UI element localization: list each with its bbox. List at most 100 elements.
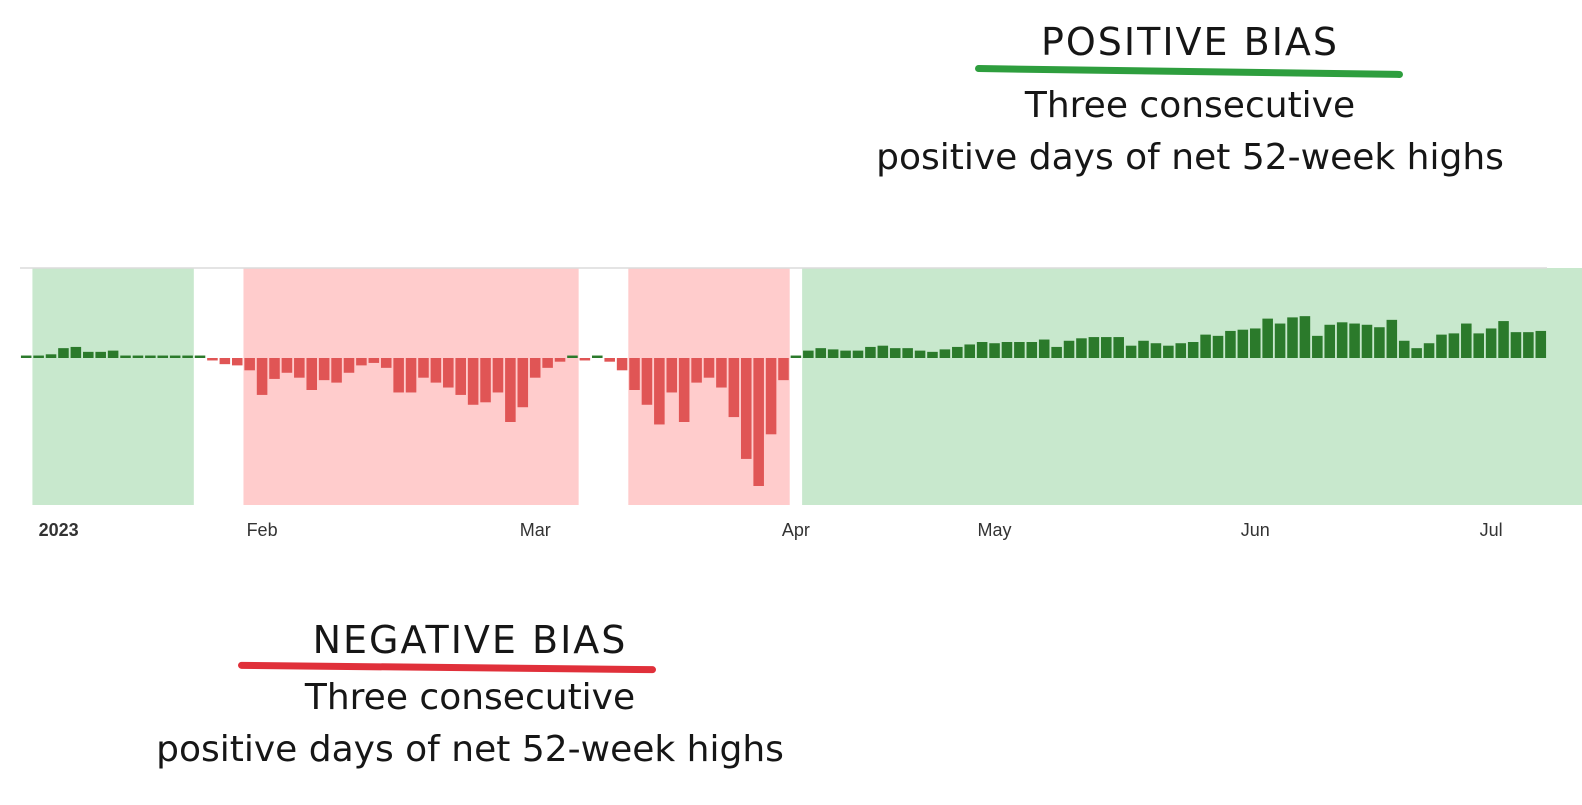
bar [1324,324,1336,358]
x-tick-label: Feb [247,520,278,540]
bar [889,348,901,358]
bar [231,358,243,366]
bar [380,358,392,368]
bar [1374,327,1385,358]
bar [1473,333,1484,358]
bar [1187,342,1199,358]
bar [331,358,342,383]
bar [455,358,466,395]
bar [1386,319,1398,358]
bar [1498,321,1509,358]
bar [964,344,975,358]
bar [70,346,82,358]
bar [20,355,32,358]
bar [1523,332,1534,358]
bar [1101,337,1112,358]
bar [318,358,330,381]
bar [1312,335,1323,358]
bias-chart: 2023 Feb Mar Apr May Jun Jul [20,267,1582,540]
bar [840,350,851,358]
bar [1138,340,1149,358]
bar [865,346,876,358]
x-axis-ticks: 2023 Feb Mar Apr May Jun Jul [39,520,1503,540]
negative-bias-annotation: NEGATIVE BIAS Three consecutive positive… [100,616,840,776]
bar [1485,328,1497,358]
bar [728,358,740,418]
bar [989,343,1000,358]
bar [281,358,293,373]
bar [678,358,690,422]
bar [641,358,653,405]
positive-bias-region [32,268,194,505]
bar [778,358,789,381]
bar [803,350,814,358]
bar [492,358,504,393]
bar [753,358,764,486]
positive-bias-annotation: POSITIVE BIAS Three consecutive positive… [820,18,1560,184]
bars [20,316,1547,486]
bar [529,358,541,378]
bar [356,358,367,366]
bar [902,348,913,358]
bar [405,358,417,393]
bar [914,350,926,358]
bar [207,358,218,361]
positive-bias-line-1: Three consecutive [1024,85,1356,126]
negative-bias-line-1: Three consecutive [304,677,636,718]
bar [716,358,727,388]
bar [269,358,280,379]
bar [343,358,355,373]
bar [1274,323,1286,358]
bar [1262,318,1273,358]
bar [1212,335,1224,358]
bar [1014,342,1025,358]
bar [33,355,44,358]
bar [1249,328,1261,358]
bar [604,358,615,362]
bar [1051,346,1062,358]
negative-bias-line-2: positive days of net 52-week highs [156,729,784,770]
bar [1026,342,1038,358]
bar [1001,342,1013,358]
bar [765,358,777,435]
bar [83,351,94,358]
bar [927,351,938,358]
bar [517,358,529,408]
bar [467,358,479,405]
bar [815,348,827,358]
bar [1423,343,1435,358]
bar [1510,332,1522,358]
bar [306,358,318,390]
bar [368,358,380,363]
negative-bias-region [628,268,790,505]
bar [1163,345,1174,358]
bar [1349,323,1360,358]
x-tick-label: 2023 [39,520,79,540]
bar [654,358,665,425]
bar [1436,334,1447,358]
bar [579,358,591,361]
bar [1200,334,1211,358]
bar [1398,340,1410,358]
negative-bias-heading: NEGATIVE BIAS [312,618,628,662]
bar [827,349,839,358]
bar [740,358,752,459]
bar [256,358,268,395]
bar [58,348,69,358]
bar [145,355,156,358]
bar [790,355,802,358]
bar [1038,339,1050,358]
positive-bias-heading: POSITIVE BIAS [1040,20,1340,64]
bar [132,355,144,358]
bar [939,349,951,358]
bar [1225,330,1236,358]
bar [107,350,119,358]
bar [505,358,516,422]
bar [629,358,640,390]
x-tick-label: May [978,520,1012,540]
bar [443,358,454,388]
bar [1299,316,1311,358]
x-tick-label: Mar [520,520,551,540]
bar [554,358,566,362]
x-tick-label: Apr [782,520,810,540]
